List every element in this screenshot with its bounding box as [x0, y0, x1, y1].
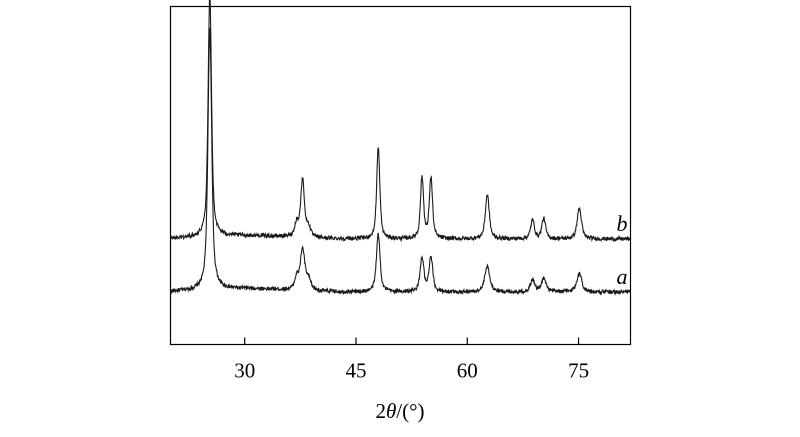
x-tick-label: 75 — [568, 359, 589, 383]
x-axis-ticks: 30 45 60 75 — [234, 337, 589, 383]
x-tick-label: 30 — [234, 359, 255, 383]
series-a-line — [169, 27, 632, 297]
series-a-label: a — [617, 264, 628, 289]
series-b-line — [170, 0, 632, 243]
series-labels: ab — [617, 211, 628, 289]
x-axis-title: 2θ/(°) — [375, 399, 424, 423]
plot-frame — [169, 5, 632, 346]
series-traces — [169, 0, 632, 297]
x-tick-label: 60 — [457, 359, 478, 383]
x-tick-label: 45 — [345, 359, 366, 383]
series-b-label: b — [617, 211, 628, 236]
